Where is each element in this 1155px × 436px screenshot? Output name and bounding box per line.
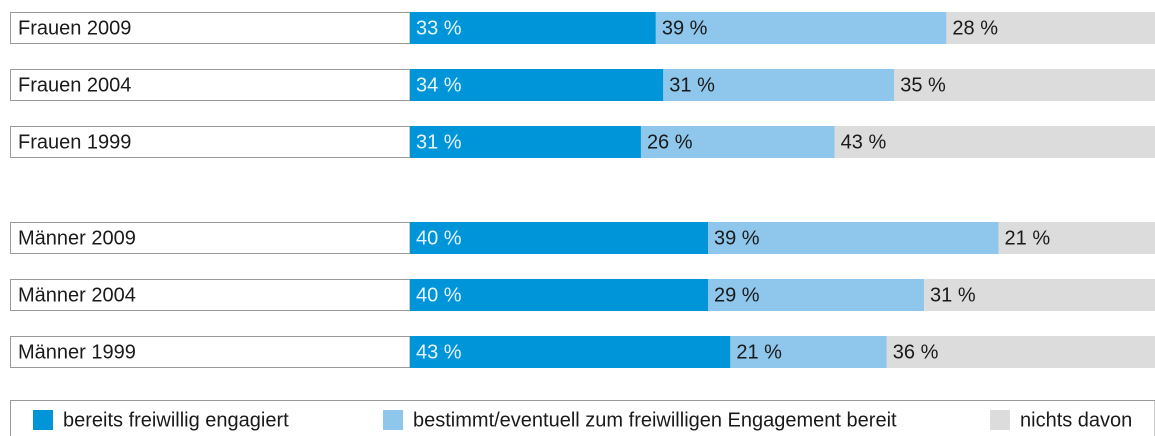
value-label: 33 %: [416, 17, 462, 39]
value-label: 26 %: [647, 131, 693, 153]
value-label: 40 %: [416, 227, 462, 249]
bar-segment: [998, 222, 1155, 254]
bar-segment: [410, 336, 731, 368]
bar-segment: [663, 69, 895, 101]
legend-swatch: [383, 410, 403, 430]
value-label: 39 %: [662, 17, 708, 39]
bar-segment: [410, 222, 708, 254]
bar-segment: [640, 126, 835, 158]
bar-segment: [924, 279, 1155, 311]
row-label-box: [10, 12, 411, 44]
value-label: 21 %: [736, 341, 782, 363]
legend-label: nichts davon: [1020, 409, 1132, 431]
value-label: 31 %: [416, 131, 462, 153]
bar-segment: [410, 126, 641, 158]
legend-label: bereits freiwillig engagiert: [63, 409, 289, 431]
row-label: Frauen 2004: [18, 74, 131, 96]
value-label: 35 %: [900, 74, 946, 96]
bar-segment: [655, 12, 947, 44]
legend-label: bestimmt/eventuell zum freiwilligen Enga…: [413, 409, 897, 431]
value-label: 21 %: [1005, 227, 1051, 249]
bar-segment: [946, 12, 1155, 44]
bar-segment: [410, 69, 664, 101]
value-label: 43 %: [841, 131, 887, 153]
value-label: 31 %: [930, 284, 976, 306]
bar-segment: [886, 336, 1155, 368]
row-label: Männer 1999: [18, 341, 136, 363]
bar-segment: [410, 279, 708, 311]
bar-segment: [894, 69, 1155, 101]
bar-segment: [730, 336, 887, 368]
row-label-box: [10, 222, 411, 254]
legend-swatch: [33, 410, 53, 430]
value-label: 29 %: [714, 284, 760, 306]
value-label: 36 %: [893, 341, 939, 363]
row-label: Männer 2009: [18, 227, 136, 249]
row-label-box: [10, 279, 411, 311]
legend-box: [10, 400, 1155, 436]
bar-segment: [708, 222, 999, 254]
bar-segment: [708, 279, 925, 311]
bar-segment: [410, 12, 656, 44]
bar-segment: [834, 126, 1155, 158]
row-label: Frauen 1999: [18, 131, 131, 153]
row-label: Männer 2004: [18, 284, 136, 306]
value-label: 39 %: [714, 227, 760, 249]
value-label: 31 %: [669, 74, 715, 96]
value-label: 34 %: [416, 74, 462, 96]
row-label-box: [10, 69, 411, 101]
value-label: 28 %: [952, 17, 998, 39]
value-label: 43 %: [416, 341, 462, 363]
row-label-box: [10, 126, 411, 158]
row-label: Frauen 2009: [18, 17, 131, 39]
value-label: 40 %: [416, 284, 462, 306]
legend-swatch: [990, 410, 1010, 430]
